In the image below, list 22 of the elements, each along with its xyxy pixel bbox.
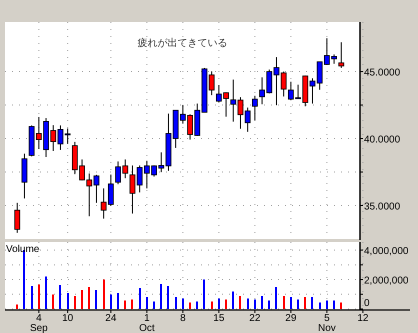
annotation: 疲れが出てきている <box>138 37 228 49</box>
x-tick-label: 15 <box>213 313 225 324</box>
y-axis-title: Volume <box>6 244 40 255</box>
candlestick <box>338 42 344 68</box>
x-tick-label: 12 <box>357 313 369 324</box>
y-tick-label: 4,000,000 <box>364 246 409 258</box>
y-tick-label: 45.0000 <box>364 68 401 79</box>
x-tick-label: 22 <box>249 313 261 324</box>
x-tick-label: 4 Sep <box>30 313 48 333</box>
x-tick-label: 5 Nov <box>318 313 336 333</box>
x-tick-label: 10 <box>62 313 74 324</box>
x-tick-label: 1 Oct <box>139 313 155 333</box>
y-tick-label: 40.0000 <box>364 134 401 146</box>
candlestick <box>252 95 258 121</box>
y-tick-label: 35.0000 <box>364 202 401 213</box>
x-tick-label: 8 <box>180 313 186 324</box>
candlestick <box>22 153 28 199</box>
x-tick-label: 29 <box>285 313 297 324</box>
y-tick-label: 2,000,000 <box>364 276 409 287</box>
x-tick-label: 24 <box>105 313 117 324</box>
y-tick-label: 0 <box>364 298 370 309</box>
candlestick <box>14 202 20 234</box>
